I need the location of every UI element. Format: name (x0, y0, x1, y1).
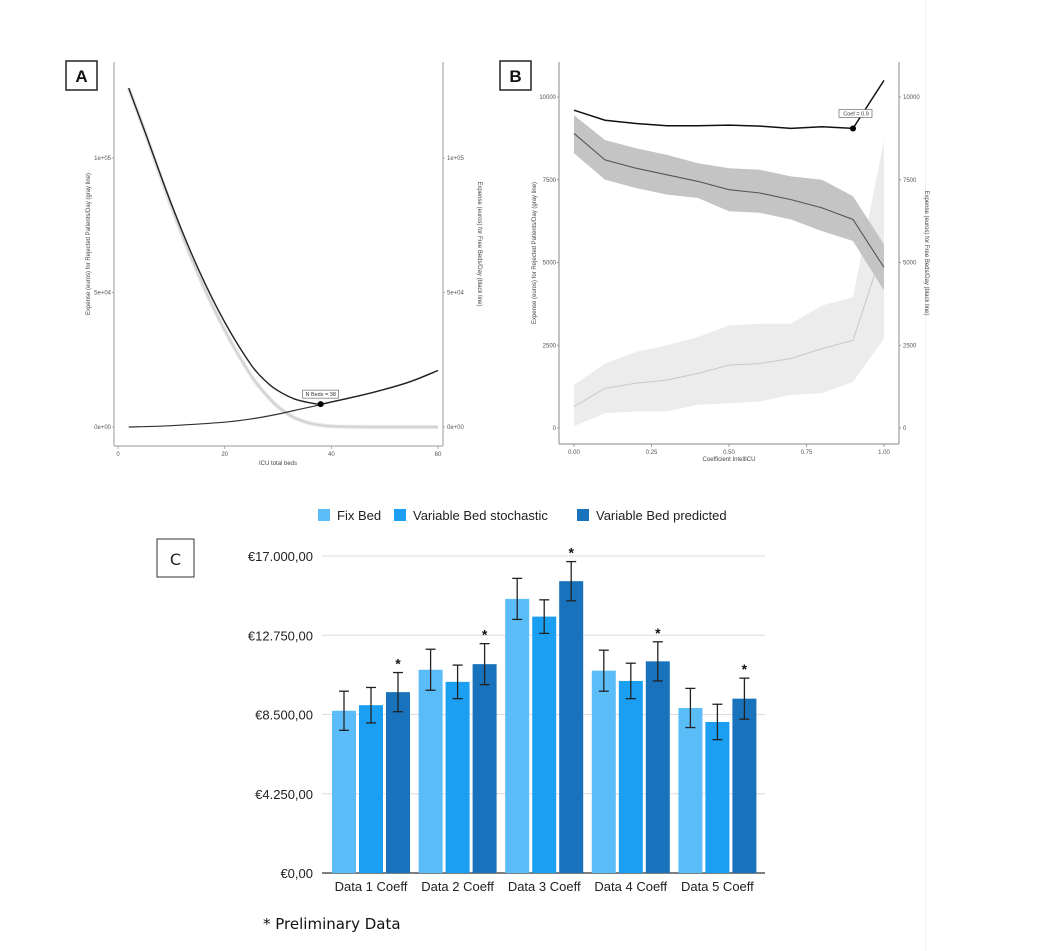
panel-b-annotation-box (838, 109, 873, 118)
panel-b-right-y-tick-label: 10000 (903, 95, 920, 101)
panel-a-right-y-tick-label: 1e+05 (447, 156, 465, 162)
panel-c-category-label: Data 2 Coeff (421, 879, 494, 894)
panel-b-left-y-tick-label: 10000 (539, 95, 556, 101)
panel-c-label-box (156, 538, 195, 578)
panel-c-bar (386, 692, 410, 873)
panel-b-left-y-tick-label: 0 (553, 426, 557, 432)
panel-a-annotation: N Beds = 38 (305, 392, 335, 398)
panel-a-right-y-tick-label: 0e+00 (447, 425, 465, 431)
panel-a-left-y-tick-label: 0e+00 (94, 425, 112, 431)
panel-c-bar (618, 680, 643, 873)
panel-b-x-axis-label: Coefficient IntellICU (703, 457, 756, 463)
panel-c-label: C (170, 550, 181, 569)
panel-c-significance-marker: * (655, 625, 661, 641)
panel-b-right-y-tick-label: 5000 (903, 261, 917, 267)
panel-a-left-y-tick-label: 1e+05 (94, 156, 112, 162)
panel-b-rejected-ribbon (574, 140, 884, 427)
panel-a-label-box (65, 60, 98, 91)
panel-b-x-tick-label: 0.25 (646, 450, 658, 456)
panel-c-bar (472, 664, 497, 873)
panel-a-rejected-ribbon (126, 87, 438, 429)
panel-c-significance-marker: * (568, 545, 574, 561)
panel-a-left-y-tick-label: 5e+04 (94, 291, 112, 297)
panel-b-right-y-tick-label: 2500 (903, 343, 917, 349)
panel-c-legend-label: Variable Bed stochastic (413, 508, 548, 523)
panel-c-significance-marker: * (742, 661, 748, 677)
panel-b-left-y-axis-label: Expense (euros) for Rejected Patients/Da… (532, 182, 538, 324)
panel-b-x-tick-label: 0.50 (723, 450, 735, 456)
panel-c-significance-marker: * (482, 627, 488, 643)
panel-a-x-axis-label: ICU total beds (259, 461, 297, 467)
panel-a-optimum-point (317, 401, 324, 408)
panel-c-bar (559, 581, 584, 873)
panel-b-rejected-line (573, 245, 885, 407)
panel-b-free-beds-ribbon (574, 115, 884, 291)
panel-b-x-tick-label: 1.00 (878, 450, 890, 456)
panel-c-y-tick-label: €0,00 (280, 866, 313, 881)
panel-c-significance-marker: * (395, 656, 401, 672)
panel-b-right-y-axis-label: Expense (euros) for Free Beds/Day (black… (923, 190, 929, 315)
panel-b-label-box (499, 60, 532, 91)
panel-b-left-y-tick-label: 7500 (543, 178, 557, 184)
panel-c-y-tick-label: €8.500,00 (255, 708, 313, 723)
panel-b-left-y-tick-label: 5000 (543, 261, 557, 267)
panel-c-legend-swatch (577, 509, 589, 521)
panel-a-rejected-line (128, 87, 438, 428)
panel-a-x-tick-label: 40 (328, 452, 335, 458)
panel-c-y-tick-label: €4.250,00 (255, 787, 313, 802)
panel-a-left-y-axis-label: Expense (euros) for Rejected Patients/Da… (86, 173, 92, 315)
panel-a-x-tick-label: 20 (221, 452, 228, 458)
panel-c-bar (418, 669, 443, 873)
panel-c-legend-swatch (394, 509, 406, 521)
panel-b-annotation: Coef = 0.9 (843, 111, 869, 117)
panel-b-x-tick-label: 0.00 (568, 450, 580, 456)
panel-a-label: A (75, 67, 87, 86)
panel-a-right-y-tick-label: 5e+04 (447, 291, 465, 297)
panel-b-left-y-tick-label: 2500 (543, 343, 557, 349)
panel-c-legend: Fix Bed Variable Bed stochastic Variable B… (318, 508, 727, 523)
panel-c-y-tick-label: €17.000,00 (248, 549, 313, 564)
panel-c-category-label: Data 1 Coeff (335, 879, 408, 894)
panel-c-legend-label: Variable Bed predicted (596, 508, 727, 523)
panel-c-bar (732, 698, 757, 873)
panel-b-total-line (573, 79, 885, 130)
panel-c-bar (645, 661, 670, 873)
panel-c-bar (678, 707, 703, 873)
footnote: * Preliminary Data (263, 915, 401, 933)
panel-a-free-beds-line (128, 369, 439, 428)
panel-c-legend-label: Fix Bed (337, 508, 381, 523)
panel-c-category-label: Data 4 Coeff (594, 879, 667, 894)
panel-b-free-beds-line (573, 132, 885, 268)
panel-b-optimum-point (850, 125, 856, 132)
panel-c: C Fix Bed Variable Bed stochastic Variable… (156, 508, 765, 933)
panel-a-right-y-axis-label: Expense (euros) for Free Beds/Day (black… (476, 181, 482, 306)
panel-a-annotation-box (302, 389, 339, 399)
page-edge (925, 0, 926, 951)
panel-c-bar (532, 616, 557, 873)
panel-b-x-tick-label: 0.75 (801, 450, 813, 456)
panel-c-bar (591, 670, 616, 873)
panel-c-bar (359, 705, 383, 873)
panel-c-category-label: Data 5 Coeff (681, 879, 754, 894)
panel-c-category-label: Data 3 Coeff (508, 879, 581, 894)
panel-a-x-tick-label: 0 (116, 452, 120, 458)
panel-c-bar (445, 681, 470, 873)
panel-a-x-tick-label: 60 (435, 452, 442, 458)
panel-b: B 0.00 0.25 0.50 0.75 1.00 0 0 2500 2500 5000 5000… (499, 60, 929, 463)
panel-c-bar (505, 598, 530, 873)
panel-c-y-tick-label: €12.750,00 (248, 628, 313, 643)
panel-b-label: B (509, 67, 521, 86)
panel-b-right-y-tick-label: 0 (903, 426, 907, 432)
panel-a-total-line (128, 87, 439, 405)
panel-c-bar (332, 710, 356, 873)
panel-b-right-y-tick-label: 7500 (903, 178, 917, 184)
panel-c-legend-swatch (318, 509, 330, 521)
panel-c-bar (705, 721, 730, 873)
